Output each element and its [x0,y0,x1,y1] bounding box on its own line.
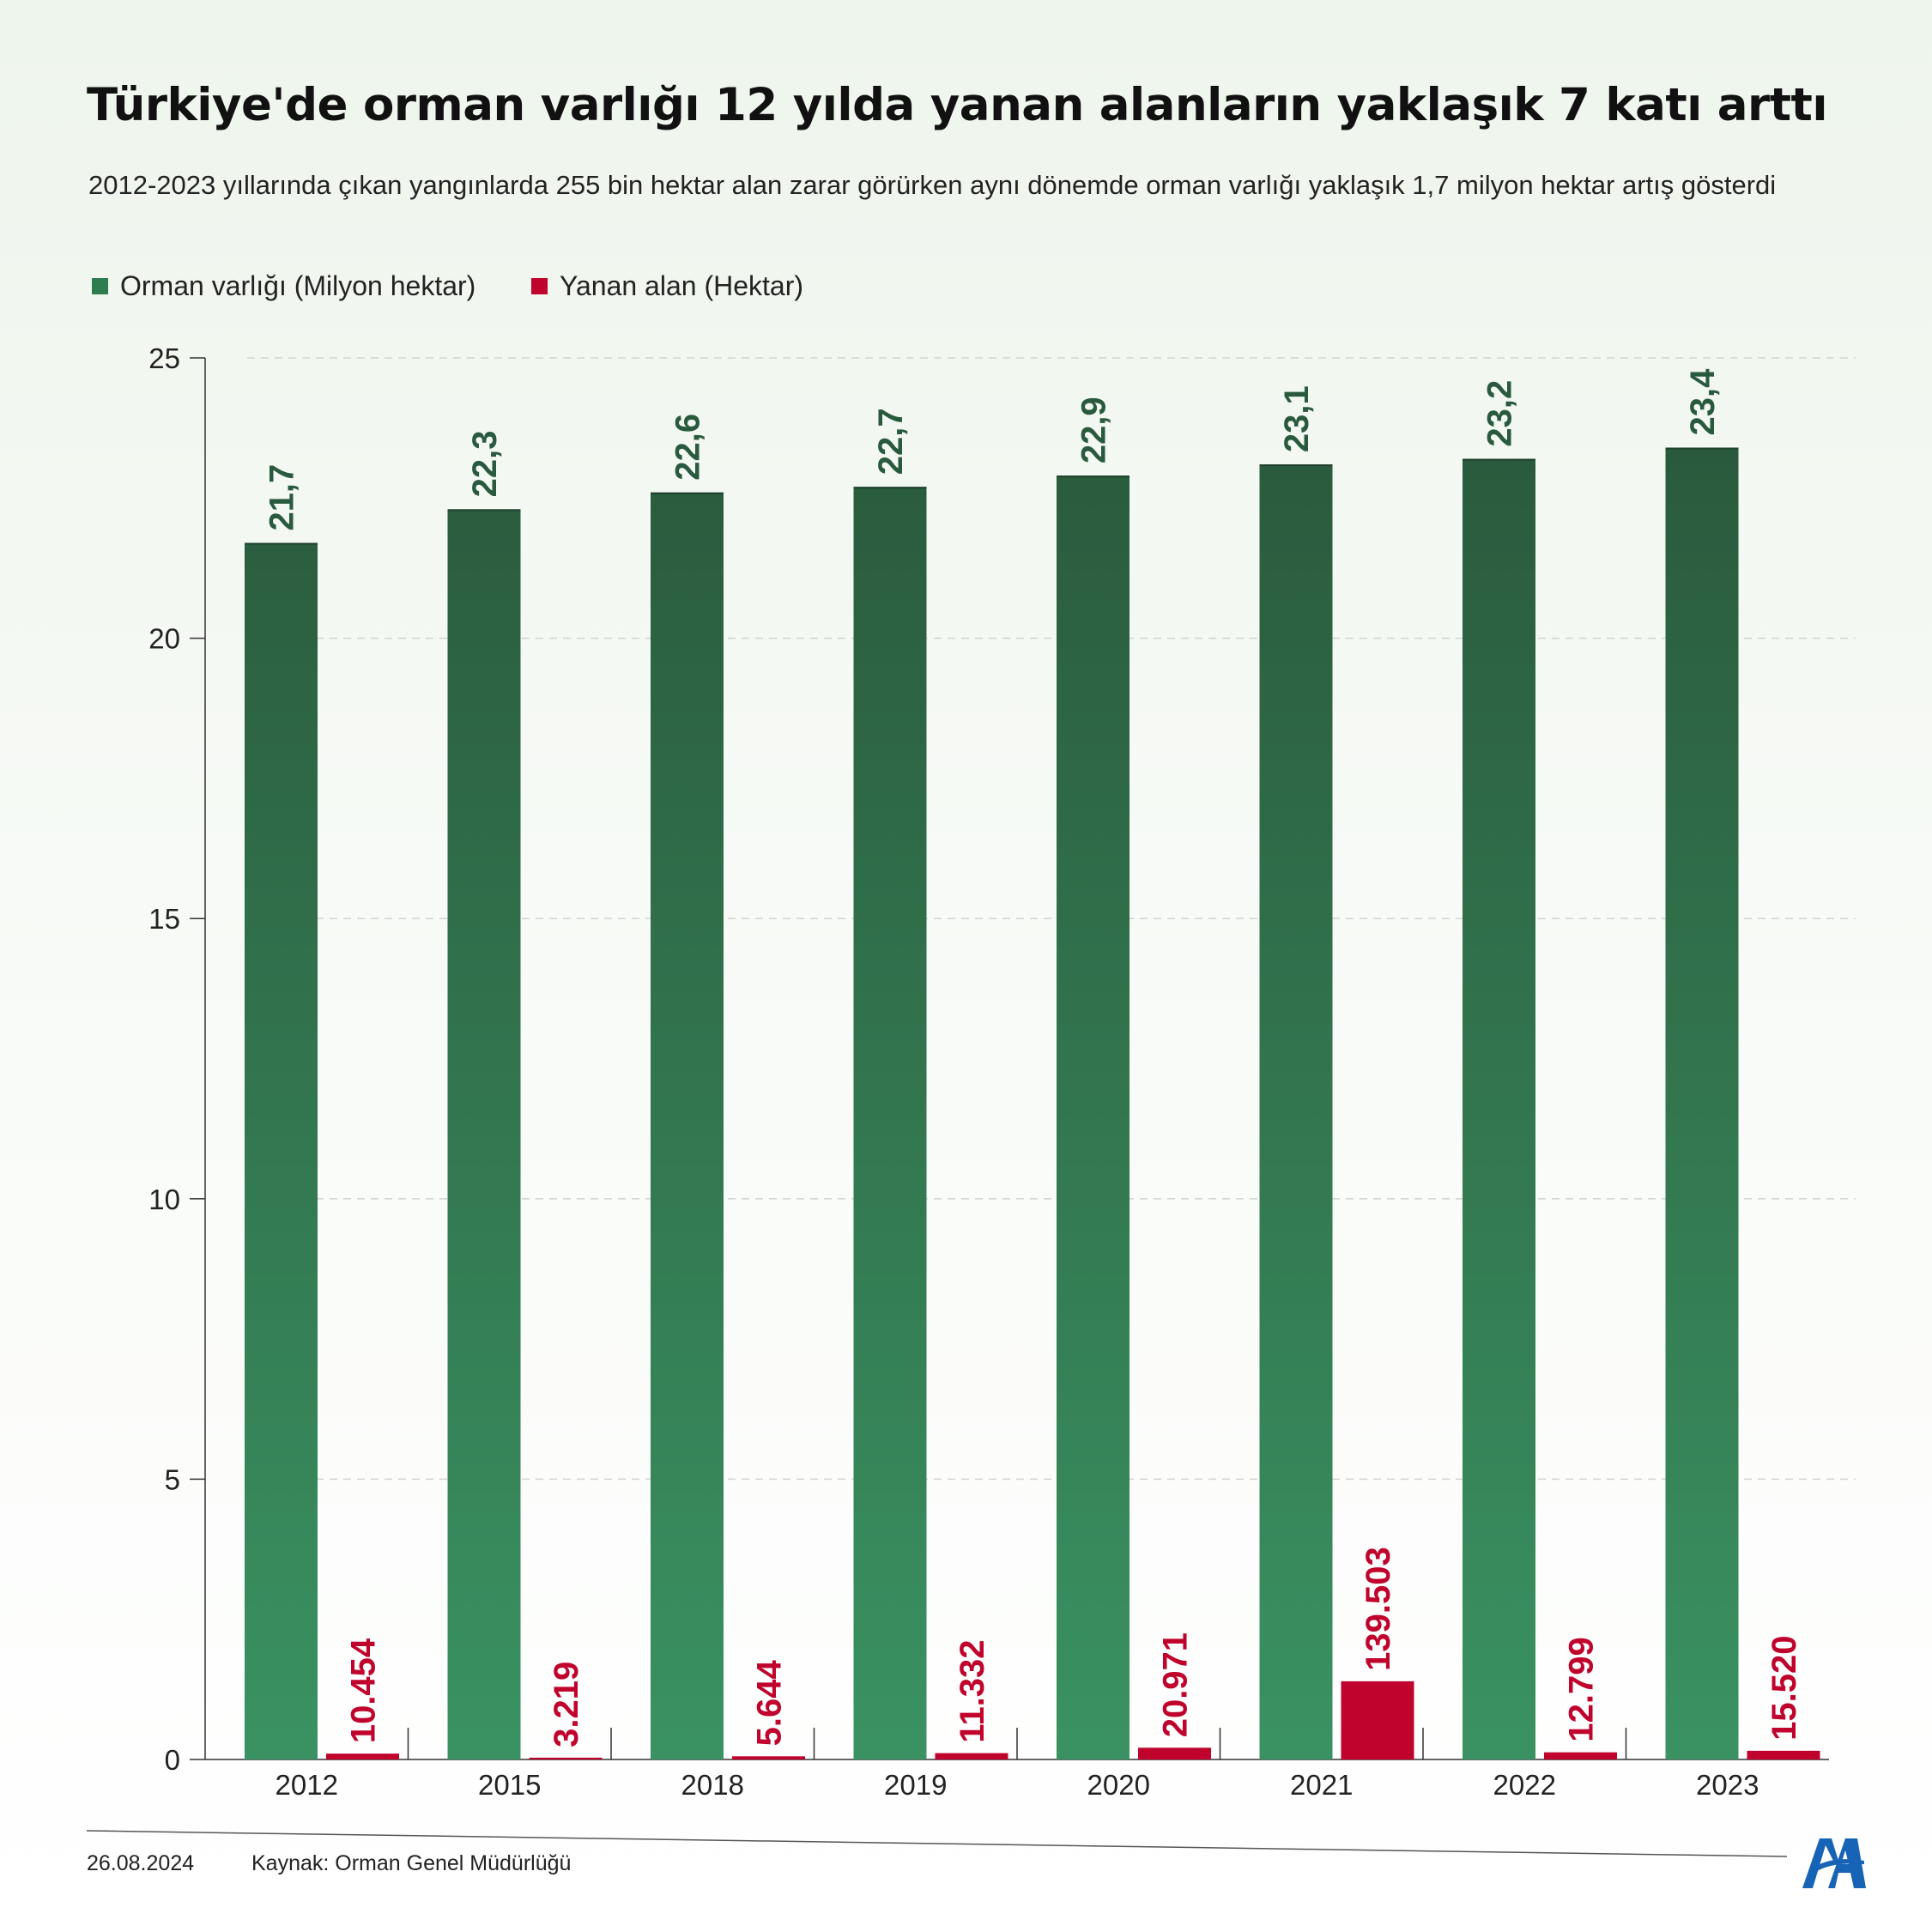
legend-label-burned: Yanan alan (Hektar) [560,270,803,301]
y-tick-label: 5 [165,1463,180,1495]
data-label-forest: 22,9 [1075,397,1113,463]
x-tick-label: 2019 [884,1769,947,1801]
bar-forest [245,542,318,1759]
bar-burned [1747,1750,1820,1759]
bar-burned [326,1753,399,1759]
footer-divider [86,1830,1788,1857]
data-label-burned: 5.644 [751,1659,789,1746]
bar-forest [1057,475,1130,1759]
chart-subtitle: 2012-2023 yıllarında çıkan yangınlarda 2… [88,170,1777,200]
footer-date: 26.08.2024 [87,1851,195,1875]
legend-label-forest: Orman varlığı (Milyon hektar) [120,270,476,301]
y-tick-label: 0 [165,1744,180,1776]
x-tick-label: 2015 [478,1769,541,1801]
x-tick-label: 2012 [276,1769,338,1801]
bar-forest [1665,447,1739,1760]
y-tick-label: 20 [148,623,180,655]
footer-source: Kaynak: Orman Genel Müdürlüğü [251,1851,572,1875]
bar-forest [1259,464,1333,1760]
legend-item-burned: Yanan alan (Hektar) [531,269,803,303]
data-label-forest: 22,7 [872,408,910,475]
data-label-burned: 12.799 [1563,1637,1601,1741]
bar-burned [732,1756,805,1759]
bar-burned [1138,1747,1211,1759]
data-label-burned: 11.332 [954,1639,991,1742]
data-label-burned: 15.520 [1765,1636,1803,1741]
data-label-burned: 20.971 [1157,1632,1195,1737]
data-label-burned: 3.219 [548,1662,585,1747]
x-tick-label: 2020 [1087,1769,1150,1801]
data-label-forest: 22,3 [466,431,504,498]
data-label-forest: 23,2 [1481,380,1519,447]
aa-logo-icon [1802,1838,1866,1888]
data-label-forest: 22,6 [669,414,707,481]
y-tick-label: 10 [148,1184,180,1215]
data-label-burned: 10.454 [345,1638,383,1743]
chart-title: Türkiye'de orman varlığı 12 yılda yanan … [87,79,1828,131]
y-tick-label: 25 [148,342,180,374]
bar-forest [1463,458,1535,1760]
x-tick-label: 2018 [681,1769,744,1801]
bar-forest [853,487,927,1759]
bar-burned [529,1757,603,1759]
bar-burned [1341,1681,1414,1759]
data-label-burned: 139.503 [1360,1547,1397,1671]
legend-item-forest: Orman varlığı (Milyon hektar) [92,269,475,303]
x-tick-label: 2021 [1290,1769,1353,1801]
data-label-forest: 23,4 [1684,368,1722,436]
legend-swatch-burned [531,277,548,294]
bar-forest [651,492,724,1759]
data-label-forest: 23,1 [1278,385,1316,452]
data-label-forest: 21,7 [263,464,301,531]
legend-swatch-forest [92,277,108,294]
x-tick-label: 2023 [1696,1769,1759,1801]
bar-forest [447,509,521,1759]
bar-burned [1544,1752,1617,1759]
bar-burned [935,1753,1008,1759]
x-tick-label: 2022 [1493,1769,1556,1801]
y-tick-label: 15 [148,903,180,935]
